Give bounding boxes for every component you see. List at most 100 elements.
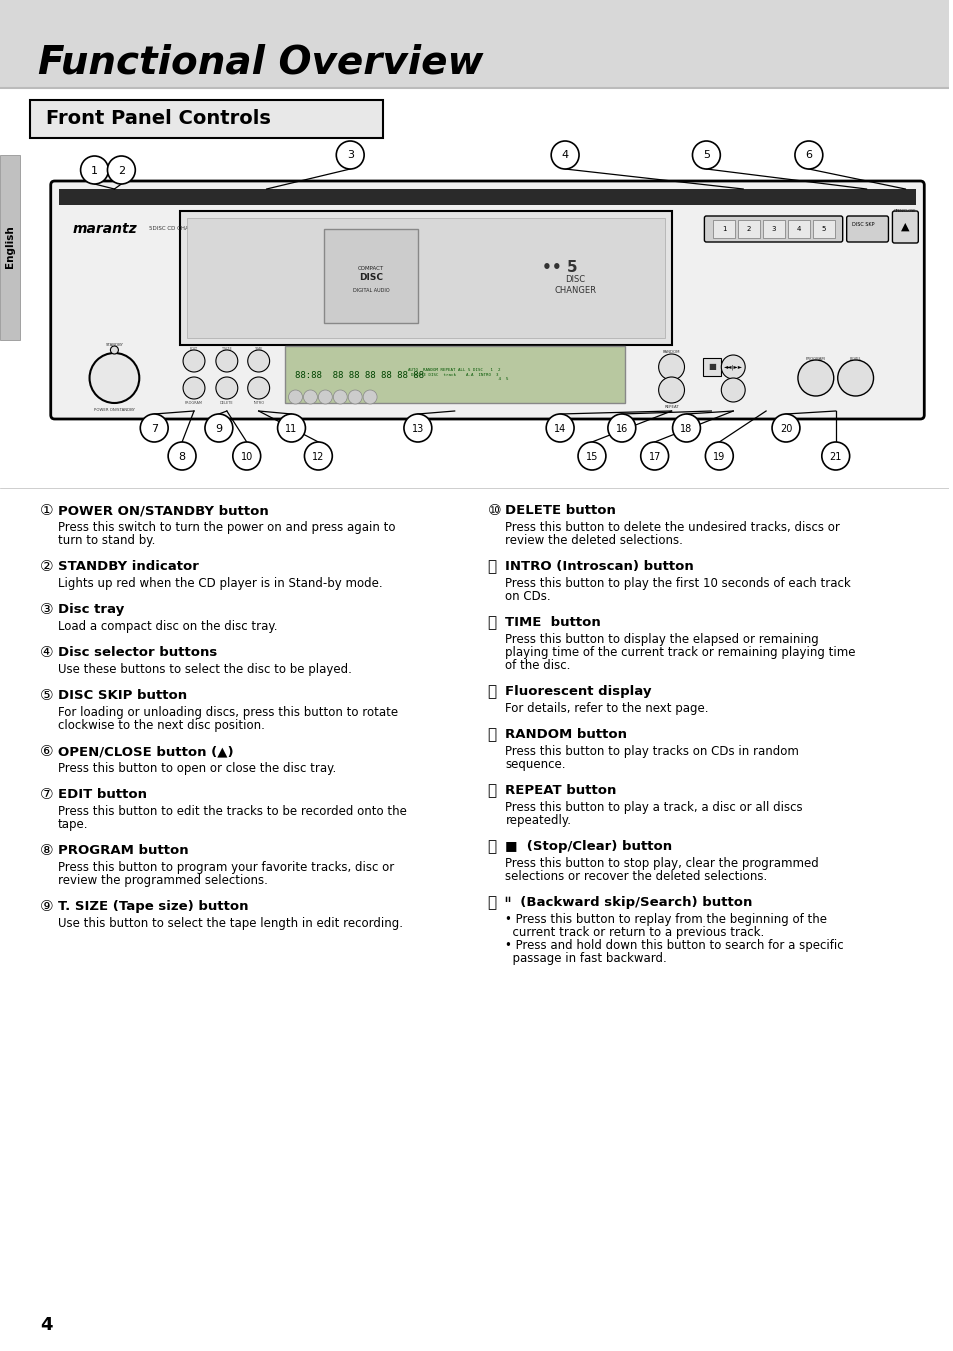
Text: ■: ■ <box>708 362 716 372</box>
Text: DISC
CHANGER: DISC CHANGER <box>554 276 596 295</box>
Text: Press this button to open or close the disc tray.: Press this button to open or close the d… <box>57 762 335 775</box>
Text: 10: 10 <box>240 451 253 462</box>
Text: REPEAT button: REPEAT button <box>505 784 617 797</box>
Circle shape <box>348 390 362 404</box>
Text: Press this button to play the first 10 seconds of each track: Press this button to play the first 10 s… <box>505 577 850 590</box>
Circle shape <box>821 442 849 470</box>
Text: 2: 2 <box>746 226 751 232</box>
Text: ⑯: ⑯ <box>487 839 497 854</box>
FancyBboxPatch shape <box>812 220 834 238</box>
Circle shape <box>607 413 635 442</box>
Text: 20: 20 <box>779 423 791 434</box>
Text: Press this button to edit the tracks to be recorded onto the: Press this button to edit the tracks to … <box>57 805 406 817</box>
Text: selections or recover the deleted selections.: selections or recover the deleted select… <box>505 870 767 884</box>
Circle shape <box>692 141 720 169</box>
Text: ⑨: ⑨ <box>40 898 53 915</box>
Text: •• 5: •• 5 <box>541 261 578 276</box>
Text: Use this button to select the tape length in edit recording.: Use this button to select the tape lengt… <box>57 917 402 929</box>
Text: 14: 14 <box>554 423 566 434</box>
FancyBboxPatch shape <box>30 100 383 138</box>
Text: Press this button to play a track, a disc or all discs: Press this button to play a track, a dis… <box>505 801 802 815</box>
Text: ⑧: ⑧ <box>40 843 53 858</box>
Text: PROGRAM button: PROGRAM button <box>57 844 188 857</box>
Text: ⑫: ⑫ <box>487 615 497 630</box>
Text: English: English <box>5 226 15 269</box>
Text: 5DISC CD CHANGER CC4300: 5DISC CD CHANGER CC4300 <box>149 227 228 231</box>
Text: Disc selector buttons: Disc selector buttons <box>57 646 216 659</box>
Text: POWER ON/STANDBY button: POWER ON/STANDBY button <box>57 504 268 517</box>
Text: RANDOM button: RANDOM button <box>505 728 627 740</box>
Text: 88:88  88 88 88 88 88 88: 88:88 88 88 88 88 88 88 <box>295 370 424 380</box>
Text: T. SIZE (Tape size) button: T. SIZE (Tape size) button <box>57 900 248 913</box>
Text: REPEAT: REPEAT <box>663 405 679 409</box>
Text: passage in fast backward.: passage in fast backward. <box>505 952 666 965</box>
Text: Press this button to delete the undesired tracks, discs or: Press this button to delete the undesire… <box>505 521 840 534</box>
Text: For details, refer to the next page.: For details, refer to the next page. <box>505 703 708 715</box>
Text: 5: 5 <box>821 226 825 232</box>
Text: LEVEL: LEVEL <box>849 357 861 361</box>
Circle shape <box>403 413 432 442</box>
Text: 16: 16 <box>615 423 627 434</box>
Text: OPEN/CLOSE button (▲): OPEN/CLOSE button (▲) <box>57 744 233 758</box>
Circle shape <box>333 390 347 404</box>
Circle shape <box>111 346 118 354</box>
Circle shape <box>318 390 332 404</box>
Text: 6: 6 <box>804 150 812 161</box>
Text: ⑥: ⑥ <box>40 744 53 759</box>
Text: on CDs.: on CDs. <box>505 590 551 603</box>
Circle shape <box>215 377 237 399</box>
Text: current track or return to a previous track.: current track or return to a previous tr… <box>505 925 764 939</box>
Circle shape <box>658 354 684 380</box>
Text: 4: 4 <box>40 1316 52 1333</box>
Text: ▲: ▲ <box>901 222 908 232</box>
FancyBboxPatch shape <box>713 220 735 238</box>
Text: ⑦: ⑦ <box>40 788 53 802</box>
Circle shape <box>215 350 237 372</box>
Text: ⑩: ⑩ <box>487 503 500 517</box>
Circle shape <box>797 359 833 396</box>
Text: Use these buttons to select the disc to be played.: Use these buttons to select the disc to … <box>57 663 352 676</box>
Text: AUTO  RANDOM REPEAT ALL 5 DISC   1  2
DELETE DISC  track    A-A  INTRO  3
      : AUTO RANDOM REPEAT ALL 5 DISC 1 2 DELETE… <box>400 367 508 381</box>
Text: EDIT: EDIT <box>190 347 198 351</box>
Circle shape <box>658 377 684 403</box>
Circle shape <box>205 413 233 442</box>
Circle shape <box>771 413 799 442</box>
Circle shape <box>304 442 332 470</box>
Text: COMPACT: COMPACT <box>357 266 384 270</box>
Text: 7: 7 <box>151 423 157 434</box>
Text: DELETE: DELETE <box>220 401 233 405</box>
Circle shape <box>183 377 205 399</box>
FancyBboxPatch shape <box>187 218 664 338</box>
FancyBboxPatch shape <box>845 216 887 242</box>
Text: Press this switch to turn the power on and press again to: Press this switch to turn the power on a… <box>57 521 395 534</box>
Text: 4: 4 <box>796 226 801 232</box>
Text: DISC SKIP button: DISC SKIP button <box>57 689 187 703</box>
Circle shape <box>546 413 574 442</box>
Text: of the disc.: of the disc. <box>505 659 570 671</box>
Text: clockwise to the next disc position.: clockwise to the next disc position. <box>57 719 264 732</box>
FancyBboxPatch shape <box>324 230 417 323</box>
Text: marantz: marantz <box>72 222 137 236</box>
Text: 18: 18 <box>679 423 692 434</box>
Circle shape <box>140 413 168 442</box>
Text: • Press this button to replay from the beginning of the: • Press this button to replay from the b… <box>505 913 826 925</box>
Text: 12: 12 <box>312 451 324 462</box>
Text: ᑊᑊ  (Backward skip/Search) button: ᑊᑊ (Backward skip/Search) button <box>505 896 752 909</box>
Text: ■  (Stop/Clear) button: ■ (Stop/Clear) button <box>505 840 672 852</box>
Circle shape <box>720 355 744 380</box>
Text: PROGRAM: PROGRAM <box>805 357 825 361</box>
Text: 1: 1 <box>91 166 98 176</box>
Circle shape <box>303 390 317 404</box>
Circle shape <box>640 442 668 470</box>
Text: ◄◄|►►: ◄◄|►► <box>723 365 742 370</box>
Circle shape <box>551 141 578 169</box>
Circle shape <box>288 390 302 404</box>
FancyBboxPatch shape <box>891 211 918 243</box>
Text: 1: 1 <box>721 226 726 232</box>
Text: • Press and hold down this button to search for a specific: • Press and hold down this button to sea… <box>505 939 843 952</box>
Text: STANDBY indicator: STANDBY indicator <box>57 561 198 573</box>
Circle shape <box>248 377 270 399</box>
Text: TIME: TIME <box>254 347 263 351</box>
Text: PROGRAM: PROGRAM <box>185 401 203 405</box>
Text: 3: 3 <box>771 226 776 232</box>
